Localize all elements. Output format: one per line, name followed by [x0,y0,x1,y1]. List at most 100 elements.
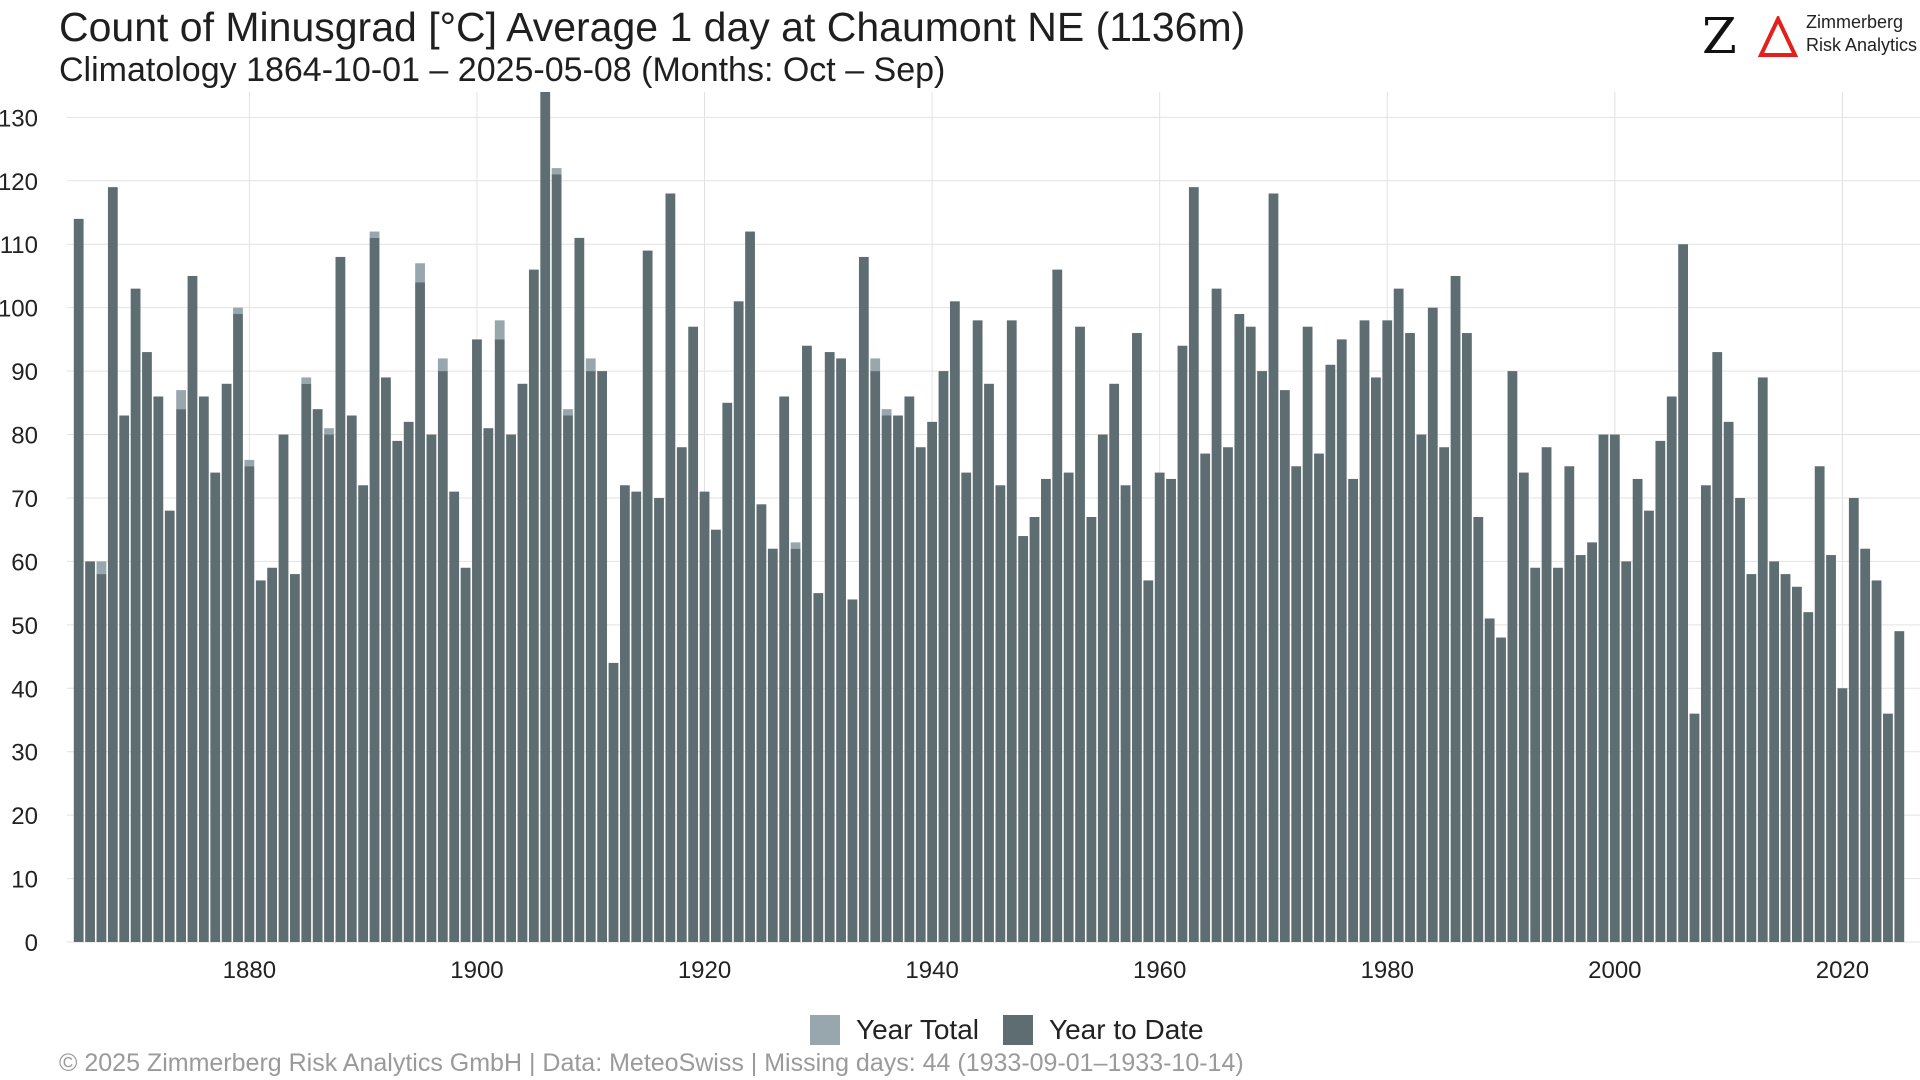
bar-year-to-date-1992 [1518,472,1529,942]
bar-year-to-date-1868 [107,187,118,943]
bar-year-to-date-1956 [1109,383,1120,943]
bar-year-to-date-1968 [1245,326,1256,942]
bar-year-to-date-1941 [938,371,949,942]
bar-year-to-date-1957 [1120,485,1131,942]
bar-year-to-date-1872 [153,396,164,942]
bar-year-to-date-1958 [1132,333,1142,942]
bar-year-to-date-1965 [1211,288,1222,942]
bar-year-to-date-1902 [494,339,505,942]
bar-year-to-date-1889 [346,415,357,943]
bar-year-to-date-1894 [403,421,414,943]
y-tick-label: 110 [0,232,38,259]
bar-year-to-date-1907 [551,174,562,942]
legend-swatch-year-to-date [1003,1015,1033,1045]
bar-year-to-date-1897 [437,371,448,942]
bar-year-to-date-2013 [1757,377,1768,942]
bar-year-to-date-1869 [119,415,130,943]
x-tick-label: 2000 [1588,957,1641,984]
bar-year-to-date-2005 [1666,396,1677,942]
bar-year-to-date-1936 [881,415,892,943]
bar-year-to-date-1876 [198,396,209,942]
bar-year-total-1887 [324,428,334,435]
bar-year-to-date-1928 [790,548,801,942]
bar-year-to-date-1910 [585,371,596,942]
bar-year-to-date-1874 [176,409,186,942]
bar-year-to-date-1952 [1063,472,1074,942]
y-tick-label: 50 [11,613,38,640]
legend-label-year-to-date: Year to Date [1049,1014,1204,1045]
x-tick-label: 1920 [678,957,731,984]
bar-year-to-date-1978 [1359,320,1370,942]
bar-year-total-1879 [233,307,243,315]
y-tick-label: 60 [11,549,38,576]
bar-year-to-date-1931 [824,352,835,943]
bar-year-to-date-1991 [1507,371,1518,942]
bar-year-to-date-1966 [1223,447,1233,942]
bar-year-to-date-2015 [1780,574,1791,942]
bar-year-to-date-1962 [1177,345,1188,943]
bar-year-to-date-1995 [1553,567,1563,942]
y-tick-label: 40 [11,676,38,703]
bar-year-to-date-1969 [1257,371,1267,942]
bar-year-total-1897 [437,358,448,372]
bar-year-to-date-1877 [210,472,221,942]
bar-year-to-date-1918 [676,447,687,942]
bar-year-total-1936 [881,409,892,416]
bar-year-to-date-1961 [1166,478,1176,942]
bar-year-total-1907 [551,168,562,175]
bar-year-to-date-1890 [358,485,369,942]
bar-year-to-date-1881 [255,580,266,942]
bar-year-to-date-1934 [858,256,869,942]
bar-year-to-date-1940 [927,421,937,943]
bar-year-to-date-1988 [1473,517,1484,942]
bar-year-to-date-1953 [1075,326,1085,942]
bar-year-to-date-1994 [1541,447,1552,942]
bar-year-to-date-1903 [506,434,516,942]
bar-year-to-date-1945 [984,383,994,943]
chart-subtitle: Climatology 1864-10-01 – 2025-05-08 (Mon… [59,51,946,89]
bar-year-total-1910 [585,358,596,372]
bar-year-to-date-1993 [1530,567,1541,942]
bar-year-total-1935 [870,358,881,372]
bar-year-to-date-1975 [1325,364,1336,942]
logo-mark: Z [1702,7,1737,65]
bar-year-to-date-1883 [278,434,289,942]
bar-year-to-date-1870 [130,288,141,942]
bar-year-to-date-2003 [1644,510,1654,942]
bar-year-to-date-1886 [312,409,323,942]
bar-year-to-date-1885 [301,383,312,943]
bar-year-to-date-1887 [324,434,334,942]
bar-year-to-date-1916 [654,497,664,942]
bar-year-to-date-1867 [96,574,107,942]
bar-year-to-date-1983 [1416,434,1427,942]
bar-year-to-date-1937 [893,415,903,943]
company-logo: Z Zimmerberg Risk Analytics [1700,7,1917,65]
bar-year-to-date-1955 [1097,434,1108,942]
bar-year-to-date-2000 [1609,434,1620,942]
bar-year-to-date-2016 [1792,586,1802,942]
bar-year-to-date-1973 [1302,326,1313,942]
y-tick-label: 30 [11,740,38,767]
bar-year-to-date-1927 [779,396,790,942]
bar-year-to-date-1948 [1018,536,1029,942]
y-tick-label: 120 [0,169,38,196]
bar-year-to-date-2024 [1883,713,1893,942]
bar-year-to-date-1963 [1188,187,1199,943]
x-tick-label: 1960 [1133,957,1186,984]
bar-year-to-date-1989 [1484,618,1495,942]
bar-year-to-date-2014 [1769,561,1780,942]
legend: Year Total Year to Date [810,1012,1228,1048]
bar-year-to-date-2021 [1848,497,1859,942]
bar-year-to-date-2025 [1894,631,1905,942]
legend-swatch-year-total [810,1015,840,1045]
y-tick-label: 100 [0,296,38,323]
bar-year-to-date-1930 [813,593,824,942]
bar-year-to-date-1896 [426,434,437,942]
bar-year-to-date-1906 [540,92,551,942]
bar-year-to-date-2010 [1723,421,1734,943]
bar-year-to-date-2008 [1700,485,1711,942]
bar-year-total-1891 [369,231,380,238]
bar-year-to-date-1947 [1006,320,1017,942]
y-tick-label: 0 [25,930,38,957]
bar-year-to-date-1911 [597,371,608,942]
